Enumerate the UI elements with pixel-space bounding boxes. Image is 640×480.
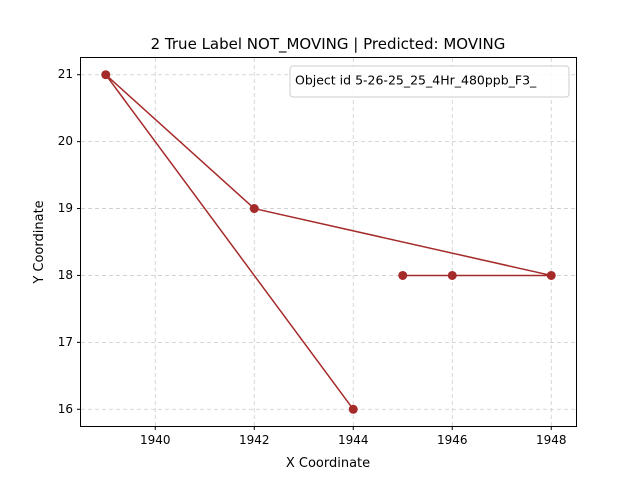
y-tick-label: 17 [58,335,73,349]
x-tick-label: 1948 [536,433,567,447]
x-tick-label: 1942 [239,433,270,447]
chart-title: 2 True Label NOT_MOVING | Predicted: MOV… [151,35,506,54]
x-tick-label: 1946 [437,433,468,447]
data-point [447,270,457,280]
data-point [398,270,408,280]
y-tick-label: 20 [58,134,73,148]
plot-area-frame [80,57,577,427]
y-tick-label: 16 [58,402,73,416]
y-tick-label: 21 [58,67,73,81]
x-axis-label: X Coordinate [286,456,370,471]
legend-box [289,65,570,98]
x-tick-label: 1940 [140,433,171,447]
grid [81,58,576,426]
legend: Object id 5-26-25_25_4Hr_480ppb_F3_ [289,65,570,98]
y-tick-label: 18 [58,268,73,282]
series-line [105,73,552,410]
data-point [546,270,556,280]
data-point [101,70,111,80]
y-axis-label: Y Coordinate [32,200,47,284]
x-ticks: 1940 1942 1944 1946 1948 [140,426,567,447]
y-tick-label: 19 [58,201,73,215]
series [101,70,556,414]
y-ticks: 16 17 18 19 20 21 [58,67,81,416]
data-point [348,404,358,414]
legend-entry-label: Object id 5-26-25_25_4Hr_480ppb_F3_ [295,73,537,88]
data-point [249,204,259,214]
x-tick-label: 1944 [338,433,369,447]
